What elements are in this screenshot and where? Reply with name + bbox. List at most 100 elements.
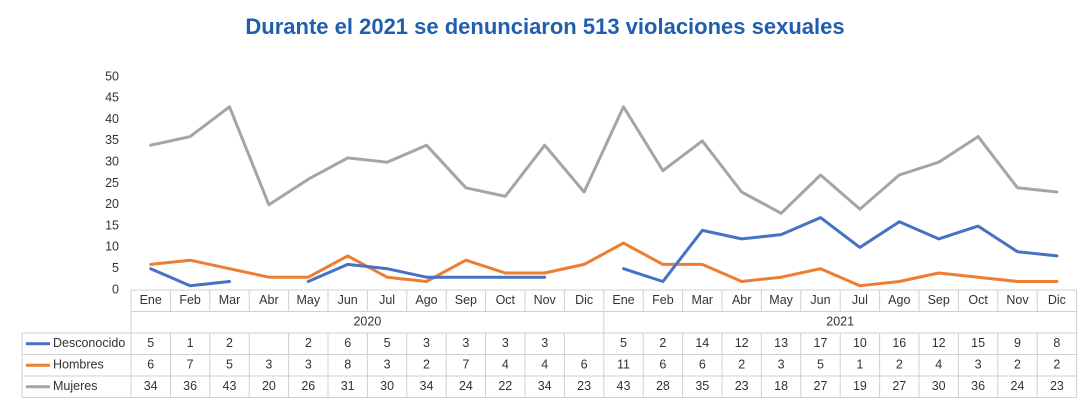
chart-title: Durante el 2021 se denunciaron 513 viola… <box>245 14 845 39</box>
x-tick-label: May <box>769 293 793 307</box>
year-label: 2020 <box>353 315 381 329</box>
x-tick-label: Feb <box>179 293 201 307</box>
table-cell-value: 2 <box>423 358 430 372</box>
legend-label: Mujeres <box>53 379 97 393</box>
table-cell-value: 31 <box>341 379 355 393</box>
table-cell-value: 9 <box>1014 336 1021 350</box>
x-tick-label: Ago <box>415 293 437 307</box>
series-line <box>149 267 231 288</box>
table-cell-value: 28 <box>656 379 670 393</box>
y-tick-label: 45 <box>105 91 119 105</box>
x-tick-label: Mar <box>692 293 714 307</box>
table-cell-value: 2 <box>305 336 312 350</box>
y-tick-label: 30 <box>105 154 119 168</box>
x-tick-label: Nov <box>534 293 557 307</box>
table-cell-value: 34 <box>144 379 158 393</box>
table-cell-value: 7 <box>462 358 469 372</box>
y-tick-label: 35 <box>105 133 119 147</box>
x-tick-label: Dic <box>575 293 593 307</box>
y-tick-label: 25 <box>105 176 119 190</box>
x-tick-label: Ago <box>888 293 910 307</box>
table-cell-value: 27 <box>892 379 906 393</box>
table-cell-value: 3 <box>541 336 548 350</box>
table-cell-value: 2 <box>1053 358 1060 372</box>
table-cell-value: 3 <box>778 358 785 372</box>
table-cell-value: 35 <box>695 379 709 393</box>
table-cell-value: 5 <box>384 336 391 350</box>
table-cell-value: 24 <box>1011 379 1025 393</box>
table-cell-value: 23 <box>1050 379 1064 393</box>
table-cell-value: 30 <box>380 379 394 393</box>
table-cell-value: 22 <box>498 379 512 393</box>
table-cell-value: 43 <box>617 379 631 393</box>
table-cell-value: 43 <box>223 379 237 393</box>
table-cell-value: 24 <box>459 379 473 393</box>
x-tick-label: Oct <box>496 293 516 307</box>
table-cell-value: 11 <box>617 358 630 372</box>
table-cell-value: 12 <box>735 336 749 350</box>
table-cell-value: 3 <box>305 358 312 372</box>
x-tick-label: Sep <box>928 293 950 307</box>
x-tick-label: Dic <box>1048 293 1066 307</box>
x-tick-label: Mar <box>219 293 241 307</box>
table-cell-value: 6 <box>147 358 154 372</box>
x-tick-label: Abr <box>259 293 278 307</box>
table-cell-value: 5 <box>226 358 233 372</box>
series-line <box>622 216 1059 283</box>
table-cell-value: 17 <box>814 336 828 350</box>
table-cell-value: 5 <box>147 336 154 350</box>
table-cell-value: 20 <box>262 379 276 393</box>
table-cell-value: 1 <box>856 358 863 372</box>
table-cell-value: 7 <box>187 358 194 372</box>
x-tick-label: Jun <box>810 293 830 307</box>
table-cell-value: 36 <box>971 379 985 393</box>
table-cell-value: 34 <box>420 379 434 393</box>
x-tick-label: Jul <box>852 293 868 307</box>
table-cell-value: 4 <box>502 358 509 372</box>
table-cell-value: 4 <box>541 358 548 372</box>
table-cell-value: 2 <box>896 358 903 372</box>
y-tick-label: 15 <box>105 218 119 232</box>
table-cell-value: 18 <box>774 379 788 393</box>
table-cell-value: 27 <box>814 379 828 393</box>
y-tick-label: 10 <box>105 240 119 254</box>
series-line <box>149 105 1059 215</box>
table-cell-value: 23 <box>577 379 591 393</box>
table-cell-value: 6 <box>699 358 706 372</box>
table-cell-value: 15 <box>971 336 985 350</box>
table-cell-value: 12 <box>932 336 946 350</box>
table-cell-value: 26 <box>301 379 315 393</box>
x-tick-label: Nov <box>1006 293 1029 307</box>
table-cell-value: 3 <box>975 358 982 372</box>
x-tick-label: Abr <box>732 293 751 307</box>
table-cell-value: 6 <box>659 358 666 372</box>
series-line <box>306 262 547 283</box>
table-cell-value: 8 <box>344 358 351 372</box>
x-tick-label: Ene <box>140 293 162 307</box>
x-tick-label: Jun <box>338 293 358 307</box>
x-tick-label: Oct <box>968 293 988 307</box>
table-cell-value: 8 <box>1053 336 1060 350</box>
table-cell-value: 5 <box>817 358 824 372</box>
y-tick-label: 5 <box>112 261 119 275</box>
table-cell-value: 3 <box>462 336 469 350</box>
y-tick-label: 0 <box>112 282 119 296</box>
x-tick-label: Jul <box>379 293 395 307</box>
table-cell-value: 36 <box>183 379 197 393</box>
table-cell-value: 5 <box>620 336 627 350</box>
table-cell-value: 2 <box>1014 358 1021 372</box>
table-cell-value: 30 <box>932 379 946 393</box>
table-cell-value: 3 <box>423 336 430 350</box>
series-line <box>149 241 1059 288</box>
table-cell-value: 4 <box>935 358 942 372</box>
table-cell-value: 14 <box>695 336 709 350</box>
table-cell-value: 19 <box>853 379 867 393</box>
table-cell-value: 1 <box>187 336 194 350</box>
y-tick-label: 50 <box>105 69 119 83</box>
y-tick-label: 40 <box>105 112 119 126</box>
table-cell-value: 2 <box>738 358 745 372</box>
x-tick-label: May <box>296 293 320 307</box>
table-cell-value: 3 <box>384 358 391 372</box>
table-cell-value: 16 <box>892 336 906 350</box>
